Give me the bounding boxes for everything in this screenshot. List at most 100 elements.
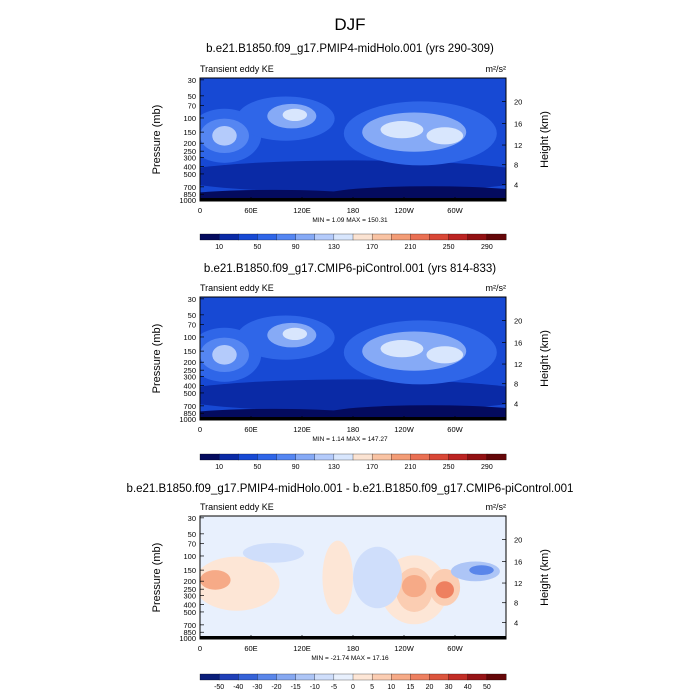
- colorbar-swatch: [333, 673, 354, 681]
- colorbar-swatch: [276, 233, 297, 241]
- colorbar-label: 210: [405, 244, 417, 251]
- height-tick-label: 16: [514, 120, 522, 129]
- colorbar-label: -15: [291, 684, 301, 691]
- colorbar-swatch: [257, 673, 277, 681]
- colorbar-swatch: [410, 673, 430, 681]
- colorbar-swatch: [352, 233, 373, 241]
- colorbar-label: 290: [481, 244, 493, 251]
- page-title: DJF: [334, 15, 365, 34]
- colorbar-swatch: [429, 453, 450, 461]
- colorbar-swatch: [429, 233, 450, 241]
- y-tick-label: 250: [183, 585, 196, 594]
- y-axis-label-right: Height (km): [539, 330, 551, 387]
- y-tick-label: 400: [183, 601, 196, 610]
- colorbar-swatch: [218, 453, 239, 461]
- colorbar-swatch: [467, 673, 488, 681]
- height-tick-label: 16: [514, 558, 522, 567]
- colorbar-label: 50: [483, 684, 491, 691]
- colorbar-label: 50: [253, 244, 261, 251]
- colorbar-swatch: [467, 453, 488, 461]
- y-tick-label: 50: [188, 530, 196, 539]
- colorbar-swatch: [448, 453, 469, 461]
- colorbar-label: 170: [366, 244, 378, 251]
- y-axis-label: Pressure (mb): [151, 543, 163, 613]
- contour-region: [469, 565, 494, 576]
- y-tick-label: 100: [183, 552, 196, 561]
- contour-field: [200, 516, 506, 639]
- minmax-label: MIN = 1.14 MAX = 147.27: [312, 436, 388, 443]
- colorbar-swatch: [333, 453, 354, 461]
- contour-region: [200, 160, 506, 193]
- x-tick-label: 0: [198, 206, 202, 215]
- y-tick-label: 500: [183, 389, 196, 398]
- colorbar-swatch: [295, 453, 316, 461]
- y-tick-label: 250: [183, 366, 196, 375]
- height-tick-label: 20: [514, 97, 522, 106]
- colorbar-label: 50: [253, 464, 261, 471]
- x-tick-label: 120E: [293, 644, 311, 653]
- x-tick-label: 60W: [447, 644, 463, 653]
- colorbar: 10 50 90 130 170 210 250 290: [199, 453, 507, 471]
- y-tick-label: 850: [183, 409, 196, 418]
- contour-region: [212, 125, 237, 146]
- chart-panel-2: b.e21.B1850.f09_g17.CMIP6-piControl.001 …: [151, 263, 551, 471]
- colorbar-label: -5: [331, 684, 337, 691]
- height-tick-label: 16: [514, 339, 522, 348]
- colorbar-swatch: [391, 453, 411, 461]
- x-tick-label: 180: [347, 644, 360, 653]
- y-tick-label: 1000: [179, 634, 196, 643]
- colorbar-label: 40: [464, 684, 472, 691]
- y-tick-label: 700: [183, 621, 196, 630]
- y-tick-label: 70: [188, 540, 196, 549]
- x-tick-label: 0: [198, 644, 202, 653]
- contour-region: [435, 581, 454, 599]
- height-tick-label: 20: [514, 316, 522, 325]
- y-tick-label: 850: [183, 628, 196, 637]
- y-axis-label-right: Height (km): [539, 549, 551, 606]
- minmax-label: MIN = 1.09 MAX = 150.31: [312, 217, 388, 224]
- units-label: m²/s²: [486, 283, 507, 293]
- variable-label: Transient eddy KE: [200, 502, 274, 512]
- y-tick-label: 100: [183, 333, 196, 342]
- colorbar-swatch: [257, 453, 277, 461]
- colorbar-swatch: [276, 673, 297, 681]
- height-tick-label: 12: [514, 579, 522, 588]
- x-tick-label: 60W: [447, 425, 463, 434]
- variable-label: Transient eddy KE: [200, 64, 274, 74]
- colorbar-swatch: [391, 673, 411, 681]
- chart-panel-3: b.e21.B1850.f09_g17.PMIP4-midHolo.001 - …: [127, 483, 574, 691]
- colorbar-label: -40: [233, 684, 243, 691]
- colorbar-label: -50: [214, 684, 224, 691]
- colorbar-label: -20: [271, 684, 281, 691]
- chart-title: b.e21.B1850.f09_g17.PMIP4-midHolo.001 (y…: [206, 43, 494, 55]
- y-tick-label: 150: [183, 347, 196, 356]
- y-tick-label: 70: [188, 321, 196, 330]
- colorbar-swatch: [448, 673, 469, 681]
- y-tick-label: 300: [183, 591, 196, 600]
- colorbar-swatch: [391, 233, 411, 241]
- colorbar-label: 130: [328, 464, 340, 471]
- units-label: m²/s²: [486, 64, 507, 74]
- colorbar-label: -10: [310, 684, 320, 691]
- y-tick-label: 400: [183, 163, 196, 172]
- colorbar-swatch: [238, 453, 258, 461]
- y-tick-label: 500: [183, 170, 196, 179]
- contour-region: [426, 346, 464, 364]
- y-axis-label: Pressure (mb): [151, 105, 163, 175]
- colorbar-label: 5: [370, 684, 374, 691]
- colorbar-label: 170: [366, 464, 378, 471]
- colorbar-swatch: [314, 233, 335, 241]
- contour-region: [401, 575, 427, 598]
- y-tick-label: 1000: [179, 415, 196, 424]
- colorbar-label: 290: [481, 464, 493, 471]
- colorbar-label: 210: [405, 464, 417, 471]
- colorbar-swatch: [276, 453, 297, 461]
- colorbar-swatch: [352, 673, 373, 681]
- y-tick-label: 30: [188, 295, 196, 304]
- height-tick-label: 12: [514, 141, 522, 150]
- height-tick-label: 8: [514, 161, 518, 170]
- colorbar-swatch: [314, 453, 335, 461]
- colorbar-swatch: [314, 673, 335, 681]
- x-tick-label: 120W: [394, 425, 415, 434]
